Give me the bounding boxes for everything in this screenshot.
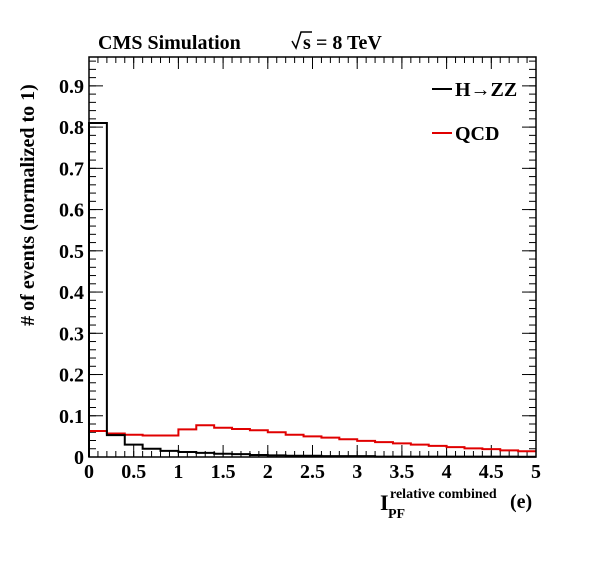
x-tick-label: 0.5 (121, 461, 146, 483)
plot-border (88, 56, 537, 458)
y-tick-label: 0.7 (59, 158, 84, 180)
legend: H→ZZ QCD (432, 79, 517, 145)
series-line (88, 121, 536, 458)
x-tick-label: 4 (442, 461, 452, 483)
x-tick-label: 4.5 (479, 461, 504, 483)
y-tick-label: 0.4 (59, 282, 84, 304)
y-tick-label: 0.6 (59, 200, 84, 222)
energy-label: s = 8 TeV (291, 31, 382, 54)
y-tick-label: 0.8 (59, 117, 84, 139)
x-axis-label-sub: PF (388, 507, 405, 522)
y-tick-label: 0.9 (59, 76, 84, 98)
y-tick-label: 0.2 (59, 365, 84, 387)
cms-label: CMS Simulation (98, 32, 241, 54)
x-tick-label: 2 (263, 461, 273, 483)
x-tick-label: 0 (84, 461, 94, 483)
axis-ticks: 0 0.5 1 1.5 2 2.5 3 3.5 4 4.5 5 0 0.1 0.2 0.3 0.4 0.5 0.6… (59, 57, 541, 483)
plot-frame (88, 56, 537, 458)
energy-value: = 8 TeV (316, 32, 382, 54)
series-qcd (88, 424, 536, 457)
series-line (88, 424, 536, 457)
histogram-bin (89, 123, 107, 457)
series-hzz (88, 121, 536, 458)
x-tick-label: 5 (531, 461, 541, 483)
x-axis-label-suffix: (e) (510, 491, 532, 513)
y-tick-label: 0.5 (59, 241, 84, 263)
x-tick-label: 3.5 (389, 461, 414, 483)
x-tick-label: 1 (173, 461, 183, 483)
y-tick-label: 0.1 (59, 406, 84, 428)
x-tick-label: 2.5 (300, 461, 325, 483)
x-axis-label-sup: relative combined (390, 487, 497, 502)
series-group (88, 121, 536, 458)
x-tick-label: 3 (352, 461, 362, 483)
y-axis-label: # of events (normalized to 1) (17, 84, 39, 326)
y-tick-label: 0 (74, 447, 84, 469)
legend-label: H→ZZ (455, 79, 517, 101)
x-axis-label: I PF relative combined (e) (380, 487, 532, 522)
x-tick-label: 1.5 (211, 461, 236, 483)
energy-s: s (303, 32, 311, 54)
x-axis-label-main: I (380, 490, 389, 515)
sqrt-sign (291, 31, 312, 50)
y-tick-label: 0.3 (59, 323, 84, 345)
legend-label: QCD (455, 123, 499, 145)
